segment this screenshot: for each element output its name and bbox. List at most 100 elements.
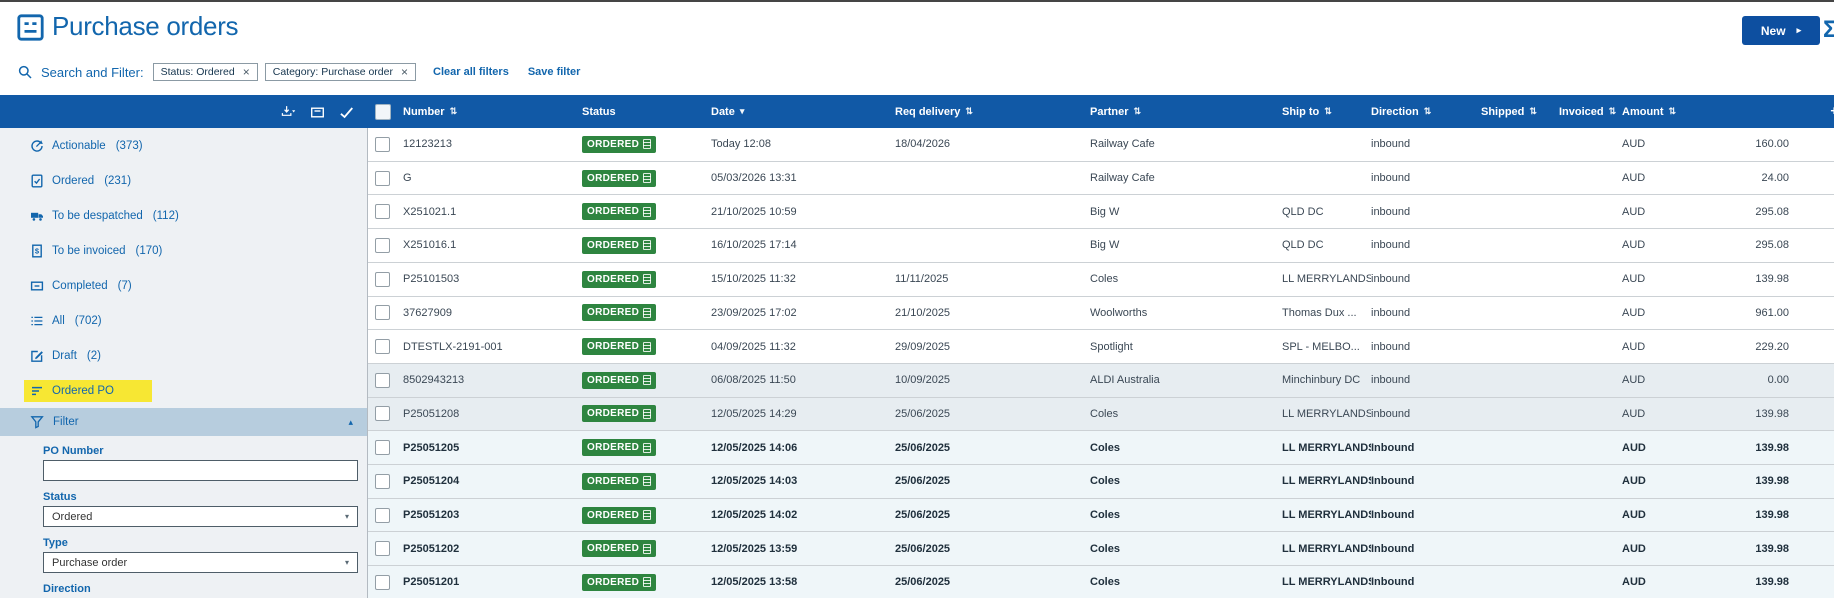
save-filter-link[interactable]: Save filter (527, 66, 581, 78)
po-number-input[interactable] (43, 460, 358, 481)
cell-ship-to: SPL - MELBO... (1282, 340, 1360, 353)
table-row[interactable]: G ORDERED 05/03/2026 13:31 Railway Cafe … (368, 161, 1834, 196)
cell-direction: Inbound (1371, 576, 1415, 589)
sidebar-item-to-be-despatched[interactable]: To be despatched (112) (0, 198, 367, 233)
table-row[interactable]: X251021.1 ORDERED 21/10/2025 10:59 Big W… (368, 195, 1834, 230)
row-checkbox[interactable] (375, 473, 390, 489)
cell-status: ORDERED (582, 439, 711, 457)
row-checkbox[interactable] (375, 305, 390, 321)
cell-partner: Coles (1090, 509, 1120, 522)
column-header[interactable]: Status (582, 106, 711, 118)
column-header[interactable]: Partner ⇅ (1090, 106, 1282, 118)
cell-amount: AUD 295.08 (1622, 239, 1795, 251)
table-row[interactable]: X251016.1 ORDERED 16/10/2025 17:14 Big W… (368, 229, 1834, 263)
amount-value: 295.08 (1755, 239, 1789, 252)
column-header[interactable]: Invoiced ⇅ (1559, 106, 1622, 118)
row-checkbox[interactable] (375, 541, 390, 557)
download-icon[interactable] (281, 105, 296, 119)
column-header[interactable]: Req delivery ⇅ (895, 106, 1090, 118)
sidebar-item-draft[interactable]: Draft (2) (0, 338, 367, 373)
sort-icon: ⇅ (1423, 106, 1432, 116)
cell-direction: inbound (1371, 374, 1411, 387)
table-row[interactable]: P25051201 ORDERED 12/05/2025 13:58 25/06… (368, 566, 1834, 598)
table-row[interactable]: P25101503 ORDERED 15/10/2025 11:32 11/11… (368, 262, 1834, 297)
row-checkbox[interactable] (375, 372, 390, 388)
new-button[interactable]: New ▸ (1742, 16, 1820, 45)
sidebar-item-ordered[interactable]: Ordered (231) (0, 163, 367, 198)
bluebar-edge-icon[interactable]: + (1830, 103, 1834, 118)
collapse-caret-icon[interactable]: ▴ (348, 416, 353, 427)
row-checkbox[interactable] (375, 170, 390, 186)
filter-chip[interactable]: Status: Ordered × (152, 63, 258, 81)
edge-sigma-tab[interactable]: Σ (1823, 16, 1834, 44)
row-checkbox[interactable] (375, 574, 390, 590)
currency-label: AUD (1622, 441, 1646, 454)
row-checkbox[interactable] (375, 339, 390, 355)
archive-box-icon[interactable] (310, 105, 325, 119)
status-badge: ORDERED (582, 405, 657, 423)
filter-lines-icon (30, 384, 44, 398)
sidebar-item-ordered-po[interactable]: Ordered PO (0, 373, 367, 408)
cell-date: 21/10/2025 10:59 (711, 205, 797, 218)
row-checkbox[interactable] (375, 440, 390, 456)
table-row[interactable]: 37627909 ORDERED 23/09/2025 17:02 21/10/… (368, 296, 1834, 331)
status-badge-label: ORDERED (587, 172, 640, 184)
cell-status: ORDERED (582, 338, 711, 356)
cell-amount: AUD 160.00 (1622, 138, 1795, 150)
column-header[interactable]: Shipped ⇅ (1481, 106, 1559, 118)
chip-close-icon[interactable]: × (242, 65, 250, 79)
table-row[interactable]: P25051202 ORDERED 12/05/2025 13:59 25/06… (368, 532, 1834, 567)
table-row[interactable]: P25051203 ORDERED 12/05/2025 14:02 25/06… (368, 498, 1834, 533)
cell-number: 37627909 (403, 306, 452, 319)
currency-label: AUD (1622, 576, 1646, 589)
status-badge-label: ORDERED (587, 576, 640, 588)
column-header[interactable]: Date ▾ (711, 106, 895, 118)
type-select[interactable]: Purchase order ▾ (43, 552, 358, 573)
filter-chip[interactable]: Category: Purchase order × (264, 63, 416, 81)
sidebar-item-count: (170) (135, 244, 163, 257)
column-header[interactable]: Ship to ⇅ (1282, 106, 1371, 118)
cell-direction: Inbound (1371, 475, 1415, 488)
row-checkbox[interactable] (375, 237, 390, 253)
sidebar-item-label: Ordered PO (52, 384, 114, 397)
sidebar-item-count: (231) (104, 174, 132, 187)
sidebar-item-all[interactable]: All (702) (0, 303, 367, 338)
filter-chip-label: Category: Purchase order (272, 66, 393, 78)
row-checkbox[interactable] (375, 271, 390, 287)
cell-ship-to: QLD DC (1282, 239, 1324, 252)
row-checkbox[interactable] (375, 507, 390, 523)
row-checkbox[interactable] (375, 406, 390, 422)
table-row[interactable]: 12123213 ORDERED Today 12:08 18/04/2026 … (368, 128, 1834, 162)
badge-doc-icon (643, 543, 652, 554)
sidebar-item-label: All (52, 314, 65, 327)
column-header[interactable]: Direction ⇅ (1371, 106, 1481, 118)
table-row[interactable]: DTESTLX-2191-001 ORDERED 04/09/2025 11:3… (368, 330, 1834, 364)
cell-date: 12/05/2025 13:58 (711, 576, 798, 589)
filter-panel-header[interactable]: Filter ▴ (0, 408, 367, 436)
table-row[interactable]: P25051204 ORDERED 12/05/2025 14:03 25/06… (368, 465, 1834, 499)
column-header[interactable]: Number ⇅ (403, 106, 582, 118)
sidebar-item-completed[interactable]: Completed (7) (0, 268, 367, 303)
row-checkbox[interactable] (375, 136, 390, 152)
column-header-label: Amount (1622, 105, 1664, 118)
status-select[interactable]: Ordered ▾ (43, 506, 358, 527)
column-header-label: Direction (1371, 105, 1419, 118)
row-checkbox[interactable] (375, 204, 390, 220)
filter-field-label: PO Number (43, 445, 104, 457)
amount-value: 139.98 (1755, 475, 1789, 488)
clear-all-filters-link[interactable]: Clear all filters (433, 66, 509, 78)
sidebar-item-actionable[interactable]: Actionable (373) (0, 128, 367, 163)
table-row[interactable]: 8502943213 ORDERED 06/08/2025 11:50 10/0… (368, 363, 1834, 398)
cell-partner: Woolworths (1090, 306, 1148, 319)
cell-ship-to: Thomas Dux ... (1282, 306, 1357, 319)
select-all-checkbox[interactable] (375, 103, 391, 120)
cell-number: X251021.1 (403, 205, 457, 218)
sidebar-item-label: Completed (52, 279, 108, 292)
column-header[interactable]: Amount ⇅ (1622, 106, 1795, 118)
cell-number: P25051205 (403, 441, 460, 454)
sidebar-item-to-be-invoiced[interactable]: $ To be invoiced (170) (0, 233, 367, 268)
table-row[interactable]: P25051205 ORDERED 12/05/2025 14:06 25/06… (368, 431, 1834, 466)
table-row[interactable]: P25051208 ORDERED 12/05/2025 14:29 25/06… (368, 397, 1834, 432)
check-icon[interactable] (339, 105, 354, 119)
chip-close-icon[interactable]: × (400, 65, 408, 79)
